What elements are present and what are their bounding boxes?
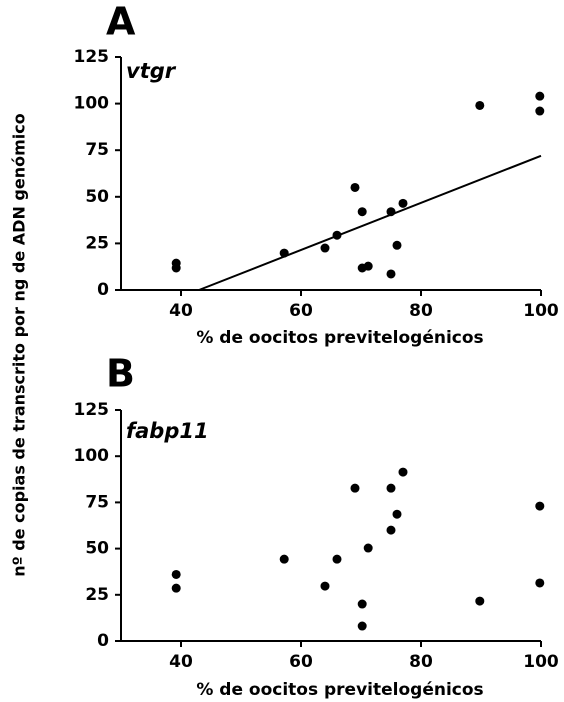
x-tick-label: 100 <box>523 652 559 672</box>
point <box>363 261 373 271</box>
point <box>386 483 396 493</box>
fit-line <box>198 154 542 291</box>
y-tick-label: 100 <box>74 94 110 114</box>
point <box>350 182 360 192</box>
point <box>398 467 408 477</box>
point <box>350 483 360 493</box>
y-tick-label: 25 <box>85 585 109 605</box>
point <box>171 583 181 593</box>
point <box>392 509 402 519</box>
point <box>535 91 545 101</box>
y-tick-label: 50 <box>85 539 109 559</box>
point <box>363 543 373 553</box>
y-tick-label: 0 <box>97 280 109 300</box>
point <box>357 599 367 609</box>
point <box>332 554 342 564</box>
y-tick-label: 75 <box>85 140 109 160</box>
point <box>475 100 485 110</box>
x-tick-label: 40 <box>169 301 193 321</box>
panel-label: B <box>106 352 135 396</box>
point <box>357 207 367 217</box>
y-tick-label: 125 <box>74 400 110 420</box>
x-tick-label: 80 <box>409 652 433 672</box>
point <box>386 525 396 535</box>
x-tick-label: 40 <box>169 652 193 672</box>
y-tick-label: 75 <box>85 492 109 512</box>
y-axis-label: nº de copias de transcrito por ng de ADN… <box>10 113 29 577</box>
point <box>320 243 330 253</box>
y-tick-label: 50 <box>85 187 109 207</box>
point <box>386 269 396 279</box>
point <box>171 569 181 579</box>
x-axis-label: % de oocitos previtelogénicos <box>196 680 483 700</box>
y-tick-label: 0 <box>97 631 109 651</box>
point <box>320 581 330 591</box>
gene-label: fabp11 <box>126 419 209 443</box>
y-tick-label: 25 <box>85 233 109 253</box>
point <box>171 263 181 273</box>
point <box>475 596 485 606</box>
point <box>535 106 545 116</box>
x-tick-label: 100 <box>523 301 559 321</box>
point <box>357 621 367 631</box>
panel-label: A <box>106 0 136 44</box>
gene-label: vtgr <box>126 59 177 83</box>
point <box>279 554 289 564</box>
x-axis-label: % de oocitos previtelogénicos <box>196 328 483 348</box>
point <box>392 240 402 250</box>
x-tick-label: 60 <box>289 652 313 672</box>
x-tick-label: 80 <box>409 301 433 321</box>
point <box>398 198 408 208</box>
y-tick-label: 125 <box>74 47 110 67</box>
point <box>535 501 545 511</box>
y-tick-label: 100 <box>74 446 110 466</box>
x-tick-label: 60 <box>289 301 313 321</box>
point <box>535 578 545 588</box>
